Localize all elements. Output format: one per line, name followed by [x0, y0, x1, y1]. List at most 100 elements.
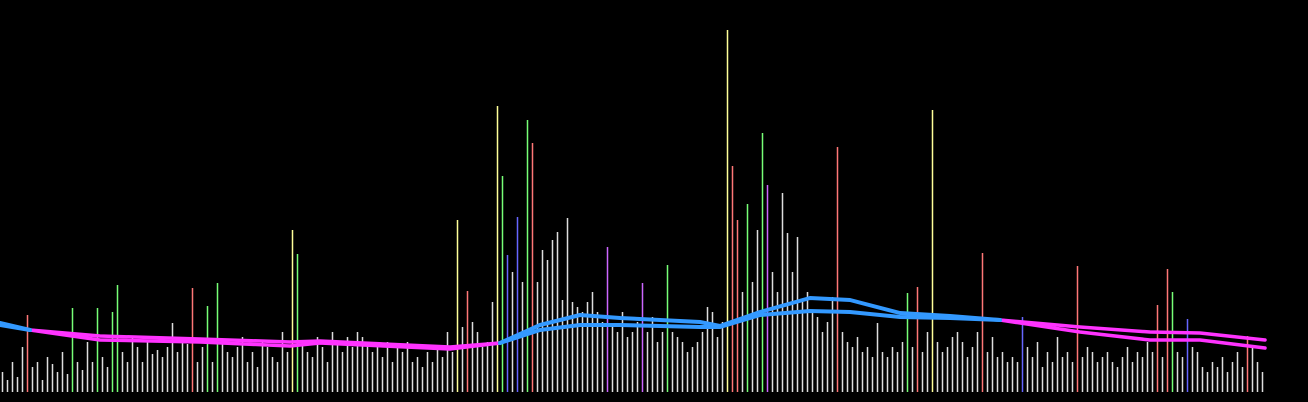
bar	[1256, 362, 1259, 392]
bar	[116, 285, 119, 392]
bar	[11, 362, 14, 392]
bar	[531, 143, 534, 392]
bar	[1246, 336, 1249, 392]
bar	[266, 347, 269, 392]
bar	[956, 332, 959, 392]
bar	[576, 307, 579, 392]
bar	[196, 362, 199, 392]
bar	[346, 337, 349, 392]
bar	[276, 362, 279, 392]
bar	[571, 302, 574, 392]
bar	[46, 357, 49, 392]
bar	[546, 260, 549, 392]
bar	[441, 357, 444, 392]
bar	[741, 292, 744, 392]
bar	[751, 282, 754, 392]
bar	[1141, 357, 1144, 392]
bar	[1021, 317, 1024, 392]
bar	[1221, 357, 1224, 392]
bar	[1146, 342, 1149, 392]
bar	[931, 110, 934, 392]
bar	[526, 120, 529, 392]
bar	[141, 362, 144, 392]
bar	[136, 347, 139, 392]
bar	[601, 322, 604, 392]
bar	[121, 352, 124, 392]
bar	[1046, 352, 1049, 392]
bar	[411, 362, 414, 392]
bar	[1226, 372, 1229, 392]
bar	[811, 312, 814, 392]
bar	[666, 265, 669, 392]
bar	[626, 337, 629, 392]
bar	[426, 352, 429, 392]
bar	[436, 347, 439, 392]
bar	[596, 312, 599, 392]
bar	[986, 352, 989, 392]
bar	[581, 312, 584, 392]
bar	[951, 337, 954, 392]
bar	[256, 367, 259, 392]
bar	[761, 133, 764, 392]
bar	[726, 30, 729, 392]
bar	[16, 377, 19, 392]
bar	[916, 287, 919, 392]
bar	[61, 352, 64, 392]
bar	[781, 193, 784, 392]
bar	[936, 342, 939, 392]
bar	[181, 337, 184, 392]
bar	[156, 350, 159, 392]
bar	[646, 332, 649, 392]
bar	[421, 367, 424, 392]
bar	[656, 342, 659, 392]
bar	[961, 342, 964, 392]
bar	[1086, 347, 1089, 392]
bar	[461, 327, 464, 392]
bar	[1016, 362, 1019, 392]
bar	[41, 380, 44, 392]
bar	[896, 352, 899, 392]
bar	[836, 147, 839, 392]
bar	[356, 332, 359, 392]
bar	[211, 362, 214, 392]
bar	[501, 176, 504, 392]
bar	[976, 332, 979, 392]
bar	[251, 352, 254, 392]
bar	[331, 332, 334, 392]
bar	[1261, 372, 1264, 392]
bar	[1106, 352, 1109, 392]
bar	[486, 342, 489, 392]
bar	[611, 327, 614, 392]
bar	[476, 332, 479, 392]
bar	[506, 255, 509, 392]
bar	[1041, 367, 1044, 392]
bar	[946, 347, 949, 392]
bar	[396, 347, 399, 392]
bar	[511, 272, 514, 392]
bar	[1186, 319, 1189, 392]
bar	[1131, 362, 1134, 392]
bar	[261, 342, 264, 392]
bar	[1236, 352, 1239, 392]
bar	[161, 357, 164, 392]
bar	[1206, 372, 1209, 392]
bar	[831, 297, 834, 392]
bar	[491, 302, 494, 392]
bar	[81, 370, 84, 392]
bar	[846, 342, 849, 392]
bar	[966, 357, 969, 392]
bar	[636, 322, 639, 392]
bar	[1071, 362, 1074, 392]
trend-line	[28, 318, 1267, 351]
bar	[71, 308, 74, 392]
bar	[1026, 347, 1029, 392]
bar	[676, 337, 679, 392]
bar	[821, 332, 824, 392]
bar	[386, 342, 389, 392]
bar	[1216, 367, 1219, 392]
bar	[451, 352, 454, 392]
bar	[971, 347, 974, 392]
bar	[1096, 362, 1099, 392]
bar	[861, 352, 864, 392]
